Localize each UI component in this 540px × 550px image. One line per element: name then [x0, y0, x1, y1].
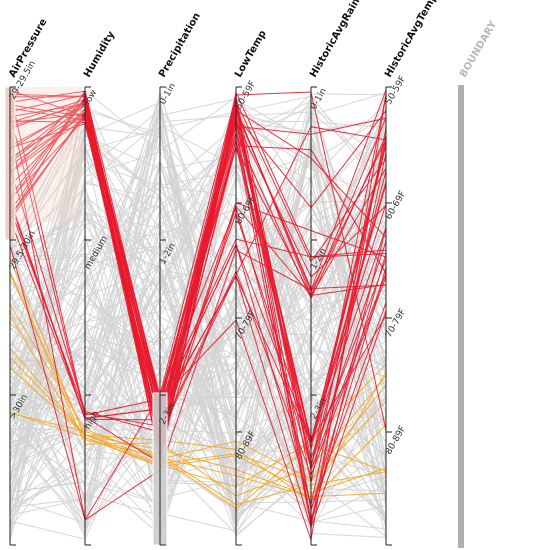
orange-line [9, 315, 387, 510]
background-line [9, 229, 387, 531]
red-line [9, 107, 387, 451]
background-line [9, 158, 387, 538]
background-line [9, 139, 387, 494]
background-line [9, 124, 387, 504]
background-line [9, 278, 387, 522]
background-line [9, 162, 387, 473]
background-line [9, 164, 387, 407]
background-line [9, 122, 387, 507]
red-line [9, 109, 387, 464]
red-line [9, 112, 387, 526]
red-line [9, 107, 387, 414]
background-line [9, 147, 387, 491]
red-highlight-lines [9, 89, 387, 541]
orange-line [9, 271, 387, 497]
red-line [9, 119, 387, 423]
background-line [9, 259, 387, 467]
red-line [9, 93, 387, 530]
tick-label: 70-79F [384, 307, 408, 339]
red-line [9, 91, 387, 522]
background-line [9, 136, 387, 487]
background-line [9, 296, 387, 453]
background-line [9, 280, 387, 405]
red-line [9, 167, 387, 477]
boundary-axis-bar[interactable] [458, 85, 464, 548]
background-line [9, 180, 387, 537]
tick-label: 80-89F [384, 424, 408, 456]
background-line [9, 288, 387, 533]
orange-line [9, 412, 387, 506]
red-line [9, 96, 387, 461]
background-line [9, 115, 387, 412]
background-line [9, 146, 387, 417]
background-line [9, 348, 387, 529]
tick-label: 50-59F [384, 74, 408, 106]
background-line [9, 219, 387, 535]
axis-title-boundary: BOUNDARY [458, 19, 499, 80]
axis-title-precipitation: Precipitation [157, 11, 203, 79]
background-line [9, 207, 387, 536]
red-line [9, 102, 387, 525]
background-line [9, 127, 387, 323]
axis-title-humidity: Humidity [82, 29, 117, 79]
axis-title-lowtemp: LowTemp [233, 29, 269, 80]
background-line [9, 105, 387, 314]
background-line [9, 93, 387, 539]
red-line [9, 94, 387, 541]
background-line [9, 271, 387, 491]
axis-title-historicavgtemp: HistoricAvgTemp [383, 0, 440, 79]
orange-line [9, 367, 387, 498]
orange-line [9, 347, 387, 502]
airpressure-brush-shade [12, 87, 82, 222]
background-line [9, 126, 387, 397]
background-line [9, 117, 387, 522]
red-line [9, 103, 387, 408]
red-line [9, 117, 387, 450]
red-line [9, 94, 387, 467]
background-line [9, 199, 387, 357]
background-line [9, 243, 387, 500]
background-line [9, 107, 387, 480]
background-line [9, 286, 387, 500]
axis-title-historicavgrainfall: HistoricAvgRainfall [308, 0, 371, 80]
background-line [9, 151, 387, 526]
background-line [9, 209, 387, 392]
tick-label: 60-69F [384, 189, 408, 221]
background-line [9, 234, 387, 514]
